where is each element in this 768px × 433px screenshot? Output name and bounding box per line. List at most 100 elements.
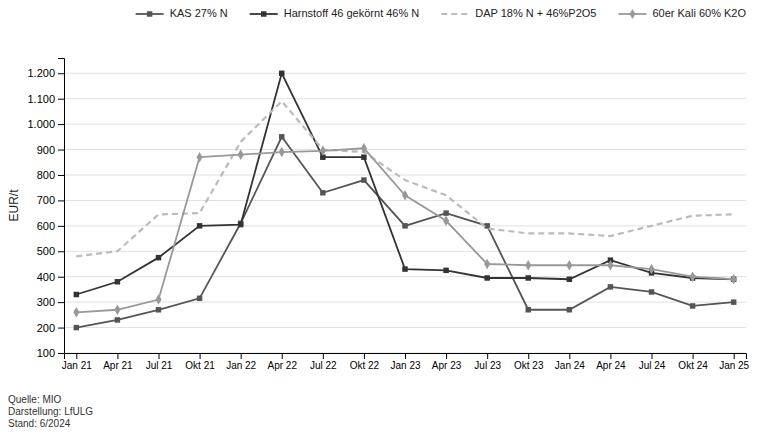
y-tick-label: 900 bbox=[37, 144, 55, 156]
legend-item: 60er Kali 60% K2O bbox=[618, 7, 746, 19]
x-tick-mark bbox=[158, 353, 159, 359]
x-tick-mark bbox=[569, 353, 570, 359]
legend-item: Harnstoff 46 gekörnt 46% N bbox=[250, 7, 420, 19]
series-marker bbox=[197, 296, 202, 301]
grid-line bbox=[64, 327, 746, 328]
y-tick-label: 100 bbox=[37, 347, 55, 359]
grid-line bbox=[64, 174, 746, 175]
x-tick-label: Okt 22 bbox=[350, 360, 380, 371]
x-tick: Jan 23 bbox=[390, 353, 420, 371]
x-tick-mark bbox=[76, 353, 77, 359]
grid bbox=[64, 73, 746, 353]
y-tick: 1.100 bbox=[27, 93, 64, 105]
series-marker bbox=[361, 177, 366, 182]
grid-line bbox=[64, 98, 746, 99]
series-marker bbox=[731, 299, 736, 304]
x-tick-mark bbox=[446, 353, 447, 359]
footnote-line: Darstellung: LfULG bbox=[8, 406, 93, 417]
x-tick-mark bbox=[610, 353, 611, 359]
series-marker bbox=[156, 255, 161, 260]
x-tick-label: Jul 22 bbox=[310, 360, 337, 371]
x-tick-label: Jan 23 bbox=[390, 360, 420, 371]
x-tick-mark bbox=[652, 353, 653, 359]
y-tick: 400 bbox=[37, 271, 64, 283]
legend: KAS 27% NHarnstoff 46 gekörnt 46% NDAP 1… bbox=[136, 7, 747, 19]
series-line bbox=[76, 137, 733, 328]
series-marker bbox=[279, 71, 284, 76]
series-marker bbox=[525, 260, 531, 271]
x-tick: Apr 21 bbox=[103, 353, 133, 371]
y-axis-line bbox=[58, 59, 65, 354]
y-tick: 700 bbox=[37, 194, 64, 206]
x-tick-label: Apr 24 bbox=[596, 360, 626, 371]
series-marker bbox=[238, 149, 244, 160]
legend-item: DAP 18% N + 46%P2O5 bbox=[441, 7, 596, 19]
y-tick: 300 bbox=[37, 296, 64, 308]
series-marker bbox=[443, 268, 448, 273]
y-tick-mark bbox=[58, 328, 64, 329]
x-tick: Jul 21 bbox=[146, 353, 173, 371]
y-tick: 1.200 bbox=[27, 67, 64, 79]
y-axis: 1002003004005006007008009001.0001.1001.2… bbox=[27, 59, 64, 360]
series-marker bbox=[731, 274, 737, 285]
x-tick-label: Jul 24 bbox=[639, 360, 666, 371]
series-marker bbox=[402, 266, 407, 271]
series-marker bbox=[74, 292, 79, 297]
series-marker bbox=[443, 215, 449, 226]
series-marker bbox=[567, 307, 572, 312]
x-tick-mark bbox=[117, 353, 118, 359]
series-marker bbox=[115, 317, 120, 322]
series-marker bbox=[608, 284, 613, 289]
series-marker bbox=[74, 325, 79, 330]
series-marker bbox=[361, 154, 366, 159]
grid-line bbox=[64, 73, 746, 74]
series-marker bbox=[402, 223, 407, 228]
y-tick-label: 1.000 bbox=[27, 118, 55, 130]
x-tick: Jan 24 bbox=[555, 353, 585, 371]
x-tick-mark bbox=[200, 353, 201, 359]
y-tick-mark bbox=[58, 277, 64, 278]
y-tick-label: 1.100 bbox=[27, 93, 55, 105]
y-tick-mark bbox=[58, 99, 64, 100]
y-tick: 100 bbox=[37, 347, 64, 359]
x-tick-label: Okt 24 bbox=[678, 360, 708, 371]
legend-swatch bbox=[441, 13, 469, 15]
x-axis-line bbox=[65, 354, 747, 360]
series-marker bbox=[690, 271, 696, 282]
series-marker bbox=[567, 277, 572, 282]
series-marker bbox=[238, 222, 243, 227]
x-tick-label: Jul 21 bbox=[146, 360, 173, 371]
footnote-line: Quelle: MIO bbox=[8, 394, 62, 405]
series-marker bbox=[566, 260, 572, 271]
series-marker bbox=[484, 259, 490, 270]
x-tick: Okt 22 bbox=[350, 353, 380, 371]
y-tick-label: 600 bbox=[37, 220, 55, 232]
x-tick-label: Okt 23 bbox=[514, 360, 544, 371]
x-tick-mark bbox=[405, 353, 406, 359]
legend-marker bbox=[147, 11, 152, 16]
y-tick-label: 400 bbox=[37, 271, 55, 283]
x-tick-mark bbox=[241, 353, 242, 359]
series-marker bbox=[320, 146, 326, 157]
series-marker bbox=[197, 152, 203, 163]
x-tick-mark bbox=[528, 353, 529, 359]
y-tick-mark bbox=[58, 150, 64, 151]
y-tick-mark bbox=[58, 175, 64, 176]
series-marker bbox=[648, 264, 654, 275]
plot: 1002003004005006007008009001.0001.1001.2… bbox=[7, 59, 750, 372]
x-tick-label: Okt 21 bbox=[185, 360, 215, 371]
x-axis: Jan 21Apr 21Jul 21Okt 21Jan 22Apr 22Jul … bbox=[62, 353, 750, 371]
series-marker bbox=[649, 289, 654, 294]
y-tick-mark bbox=[58, 302, 64, 303]
x-tick: Jul 22 bbox=[310, 353, 337, 371]
legend-label: 60er Kali 60% K2O bbox=[652, 7, 746, 19]
x-tick: Jan 22 bbox=[226, 353, 256, 371]
marks bbox=[73, 71, 736, 331]
x-tick: Jan 21 bbox=[62, 353, 92, 371]
y-tick-label: 1.200 bbox=[27, 67, 55, 79]
y-tick: 800 bbox=[37, 169, 64, 181]
x-tick: Okt 24 bbox=[678, 353, 708, 371]
x-tick: Apr 23 bbox=[432, 353, 462, 371]
series-marker bbox=[197, 223, 202, 228]
legend-marker bbox=[261, 11, 266, 16]
